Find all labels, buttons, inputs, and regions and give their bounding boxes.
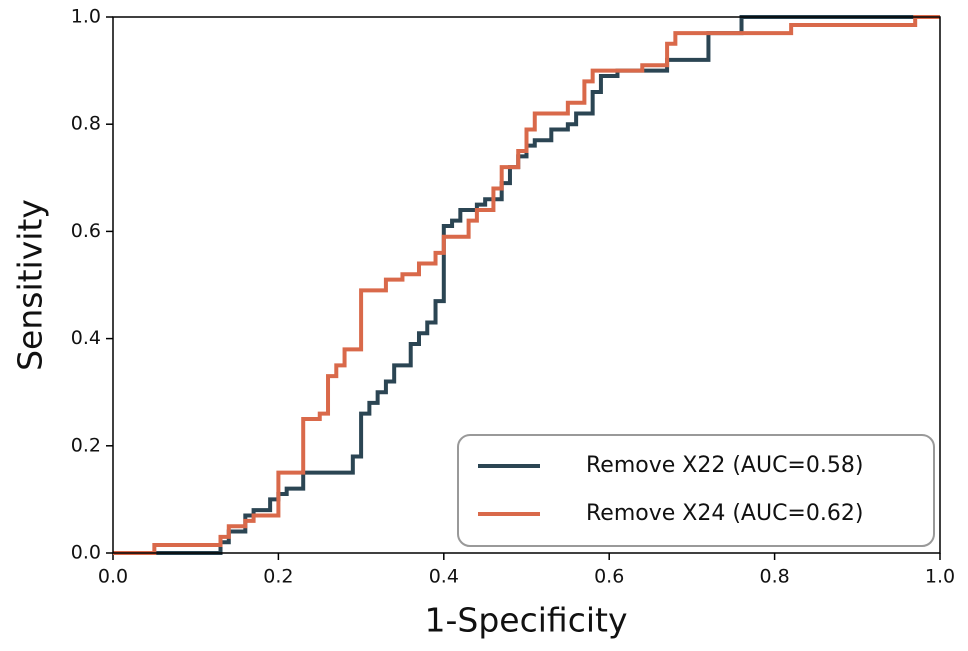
x-tick-label: 1.0 — [925, 566, 955, 588]
y-axis-label: Sensitivity — [11, 199, 50, 371]
x-tick-label: 0.6 — [594, 566, 624, 588]
roc-line — [113, 15, 940, 555]
y-tick-label: 0.2 — [71, 434, 101, 456]
x-tick-label: 0.4 — [429, 566, 459, 588]
y-tick-label: 0.0 — [71, 542, 101, 564]
x-tick-label: 0.2 — [263, 566, 293, 588]
legend-box — [457, 434, 935, 547]
x-axis-label: 1-Specificity — [425, 601, 628, 640]
legend-label: Remove X24 (AUC=0.62) — [586, 501, 863, 526]
plot-frame — [112, 16, 941, 554]
x-tick-label: 0.0 — [98, 566, 128, 588]
x-tick-label: 0.8 — [759, 566, 789, 588]
y-tick-label: 1.0 — [71, 6, 101, 28]
roc-line — [113, 15, 940, 555]
legend-label: Remove X22 (AUC=0.58) — [586, 453, 863, 478]
y-tick-label: 0.6 — [71, 220, 101, 242]
y-tick-label: 0.4 — [71, 327, 101, 349]
y-tick-label: 0.8 — [71, 113, 101, 135]
